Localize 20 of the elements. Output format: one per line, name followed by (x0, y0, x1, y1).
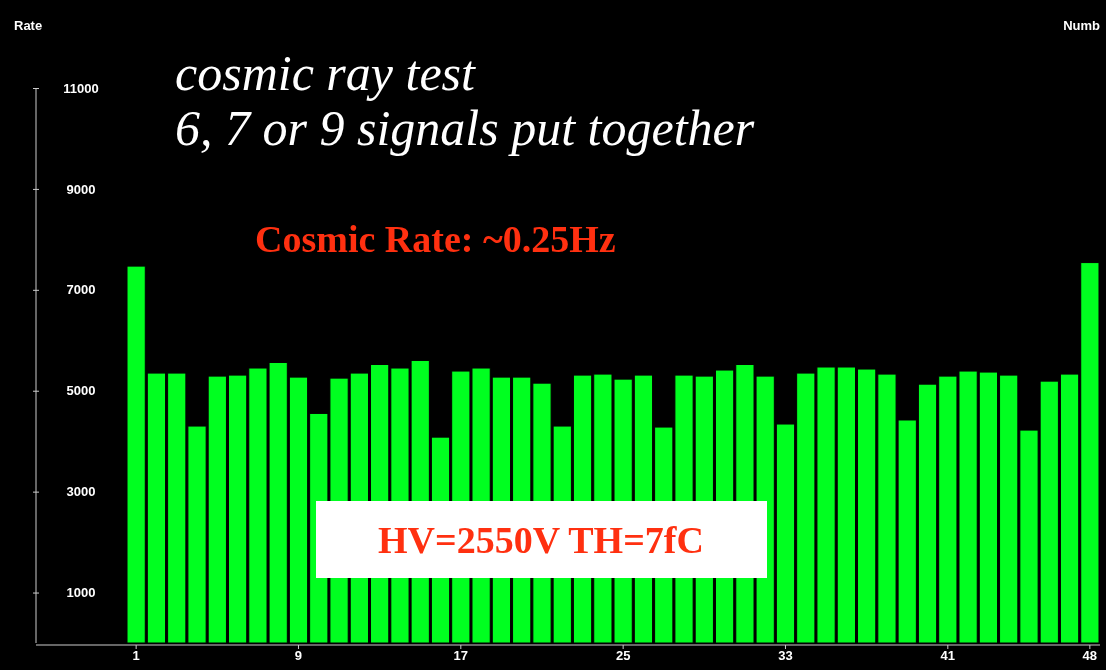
y-tick-label: 7000 (66, 282, 96, 298)
x-tick-label: 33 (778, 647, 793, 663)
y-tick-label: 5000 (66, 383, 96, 399)
x-tick-label: 17 (453, 647, 469, 663)
x-tick-label: 1 (132, 647, 140, 663)
x-tick-label: 9 (294, 647, 303, 663)
x-tick-label: 25 (615, 647, 631, 663)
y-tick-label: 1000 (66, 585, 96, 601)
x-axis-title: Numb (1063, 18, 1101, 33)
y-tick-label: 11000 (63, 80, 99, 96)
annotation: Cosmic Rate: ~0.25Hz (255, 218, 616, 260)
x-tick-label: 41 (940, 647, 956, 663)
y-axis-title: Rate (14, 18, 43, 33)
x-tick-label: 48 (1082, 647, 1098, 663)
chart-subtitle: 6, 7 or 9 signals put together (175, 100, 755, 156)
text-box: HV=2550V TH=7fC (316, 501, 767, 578)
chart-title: cosmic ray test (175, 45, 477, 101)
y-tick-label: 3000 (66, 484, 96, 500)
y-tick-label: 9000 (66, 181, 96, 197)
annotation: HV=2550V TH=7fC (378, 519, 704, 561)
